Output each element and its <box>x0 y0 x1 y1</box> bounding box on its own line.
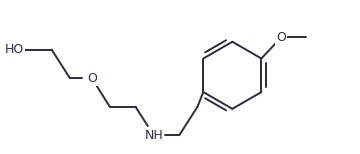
Text: O: O <box>276 31 286 44</box>
Text: NH: NH <box>144 129 163 142</box>
Text: HO: HO <box>5 43 24 56</box>
Text: O: O <box>87 71 96 85</box>
